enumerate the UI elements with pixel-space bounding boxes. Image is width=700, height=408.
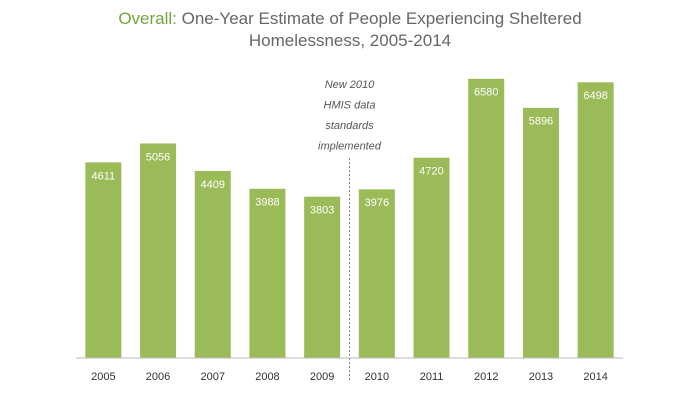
value-label: 5896 xyxy=(529,116,553,128)
value-label: 4720 xyxy=(419,166,443,178)
x-tick-label: 2007 xyxy=(201,371,225,383)
bar xyxy=(140,143,177,358)
chart-title-block: Overall: One-Year Estimate of People Exp… xyxy=(0,8,700,52)
x-tick-label: 2013 xyxy=(529,371,553,383)
annotation: standards xyxy=(325,120,374,132)
title-wrap: Overall: One-Year Estimate of People Exp… xyxy=(115,8,585,52)
value-label: 5056 xyxy=(146,151,170,163)
x-tick-label: 2014 xyxy=(583,371,607,383)
chart-title: One-Year Estimate of People Experiencing… xyxy=(181,9,582,50)
x-tick-label: 2006 xyxy=(146,371,170,383)
x-tick-label: 2008 xyxy=(255,371,279,383)
bar xyxy=(413,157,450,358)
annotation: New 2010 xyxy=(325,79,375,91)
x-tick-label: 2011 xyxy=(420,371,444,383)
bar xyxy=(194,170,231,358)
value-label: 6498 xyxy=(583,90,607,102)
chart-title-highlight: Overall: xyxy=(118,9,177,28)
bar xyxy=(577,82,614,359)
value-label: 4611 xyxy=(92,170,116,182)
annotation: HMIS data xyxy=(324,99,376,111)
value-label: 3803 xyxy=(310,205,334,217)
bar xyxy=(249,188,286,358)
value-label: 3988 xyxy=(255,197,279,209)
x-tick-label: 2010 xyxy=(365,371,389,383)
bar xyxy=(85,162,122,358)
bar xyxy=(468,78,505,358)
value-label: 4409 xyxy=(201,179,225,191)
value-label: 6580 xyxy=(474,87,498,99)
x-tick-label: 2005 xyxy=(91,371,115,383)
x-tick-label: 2009 xyxy=(310,371,334,383)
bar xyxy=(304,196,341,358)
annotation: implemented xyxy=(318,140,382,152)
bar xyxy=(522,107,559,358)
bar xyxy=(358,189,395,358)
x-tick-label: 2012 xyxy=(474,371,498,383)
value-label: 3976 xyxy=(365,197,389,209)
